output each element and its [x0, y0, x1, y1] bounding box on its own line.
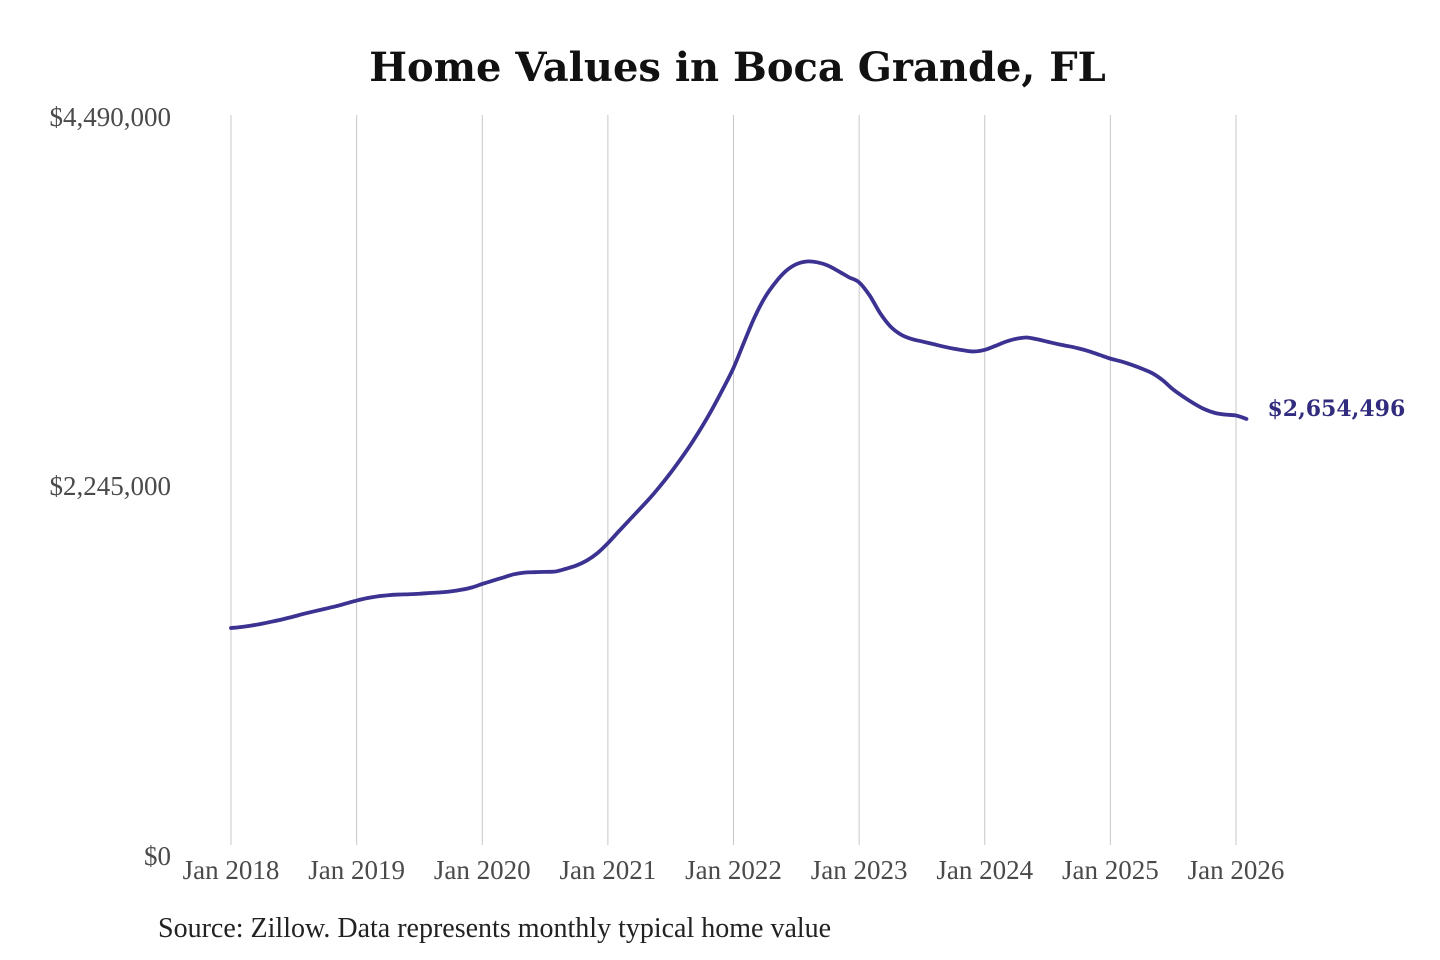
- y-tick-label: $4,490,000: [49, 102, 172, 132]
- x-tick-label: Jan 2025: [1062, 855, 1159, 885]
- x-tick-label: Jan 2022: [685, 855, 782, 885]
- home-value-line: [229, 259, 1249, 630]
- y-tick-label: $0: [144, 840, 171, 871]
- x-tick-label: Jan 2026: [1187, 855, 1285, 885]
- latest-value-label: $2,654,496: [1267, 395, 1406, 422]
- x-tick-label: Jan 2020: [433, 855, 531, 885]
- chart-title: Home Values in Boca Grande, FL: [369, 44, 1106, 91]
- x-tick-label: Jan 2019: [308, 855, 405, 885]
- y-tick-label: $2,245,000: [49, 471, 172, 502]
- x-tick-label: Jan 2021: [559, 855, 657, 885]
- x-tick-label: Jan 2023: [810, 855, 908, 885]
- gridlines: [230, 115, 1237, 845]
- x-tick-label: Jan 2024: [936, 855, 1034, 885]
- x-tick-label: Jan 2018: [182, 855, 280, 885]
- source-note: Source: Zillow. Data represents monthly …: [158, 913, 832, 944]
